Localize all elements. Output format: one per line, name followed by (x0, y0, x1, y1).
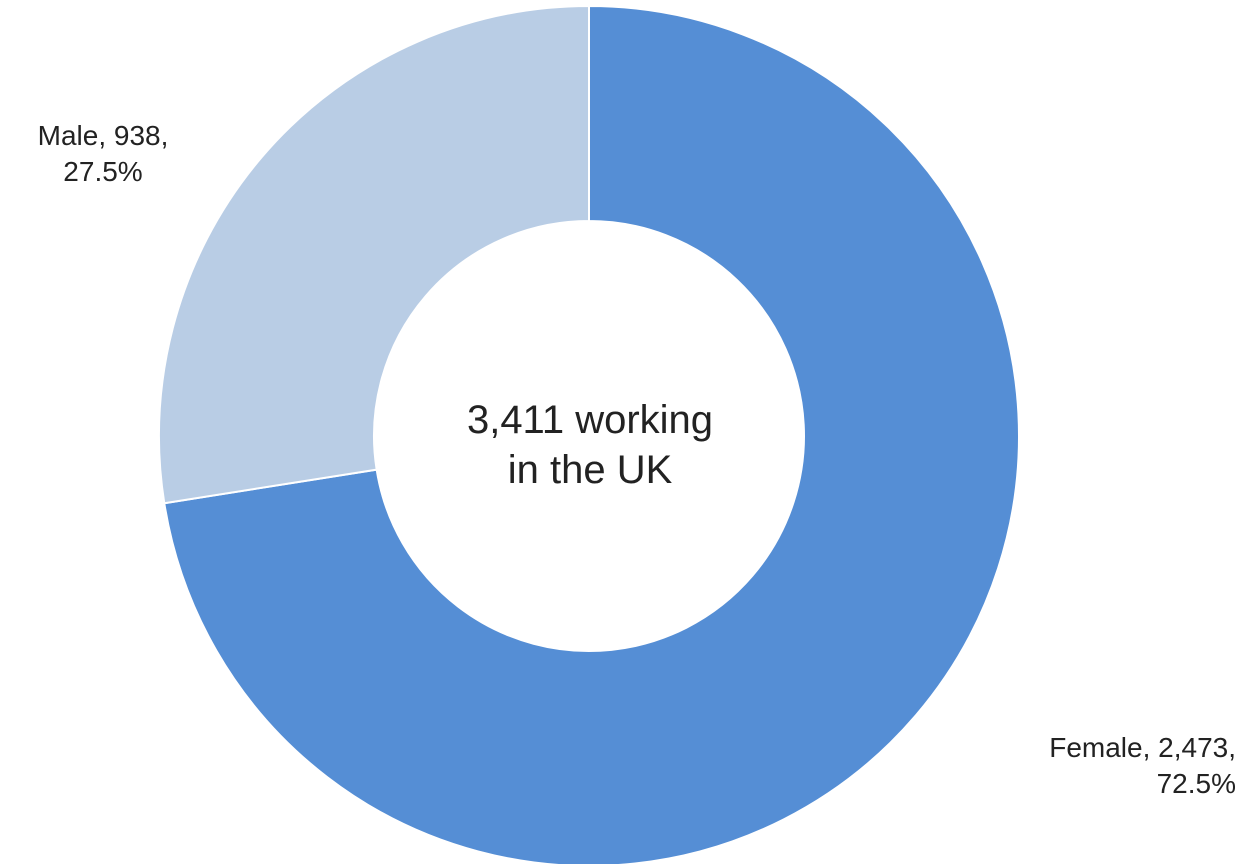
slice-male (158, 4, 590, 505)
data-label-female: Female, 2,473, 72.5% (1000, 730, 1236, 802)
slice-female (163, 4, 1020, 864)
data-label-female-line2: 72.5% (1156, 768, 1236, 799)
center-label: 3,411 working in the UK (390, 395, 790, 495)
data-label-male: Male, 938, 27.5% (8, 118, 198, 190)
data-label-male-line1: Male, 938, (37, 120, 169, 151)
data-label-male-line2: 27.5% (63, 156, 143, 187)
data-label-female-line1: Female, 2,473, (1049, 732, 1236, 763)
center-label-line1: 3,411 working (466, 398, 714, 442)
center-label-line2: in the UK (507, 448, 673, 492)
